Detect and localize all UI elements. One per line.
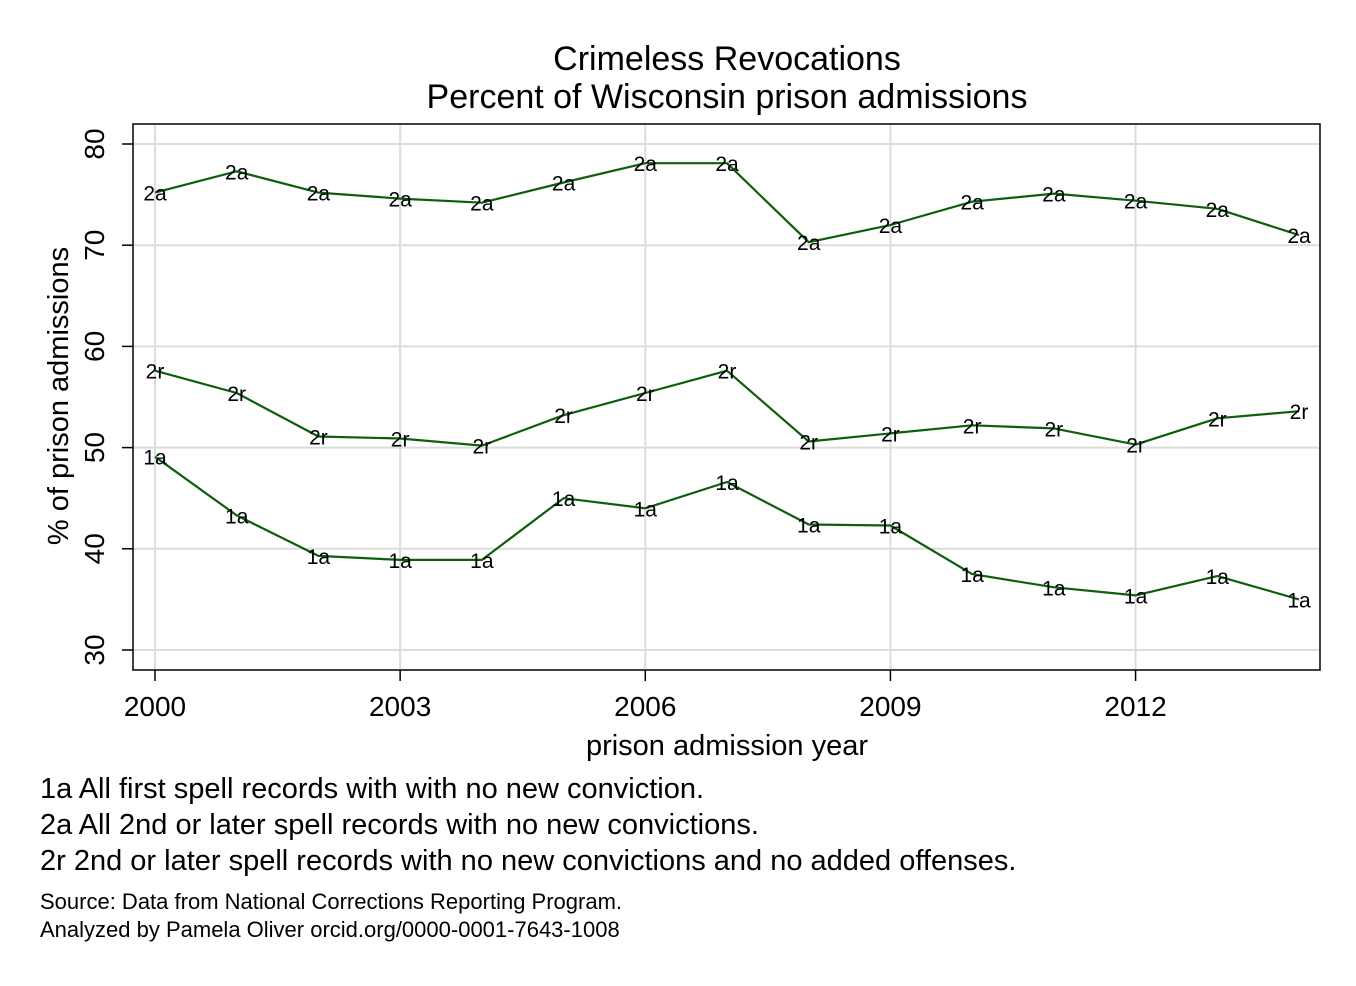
- series-2a: 2a 2a 2a 2a 2a 2a 2a 2a 2a 2a 2a 2a 2a 2a 2a: [143, 153, 1311, 255]
- point-label-1a: 1a: [960, 564, 984, 587]
- plot-area: [132, 123, 1321, 671]
- point-label-1a: 1a: [1042, 577, 1066, 600]
- point-label-2r: 2r: [554, 405, 573, 428]
- point-label-2a: 2a: [797, 232, 821, 255]
- point-label-2a: 2a: [143, 183, 167, 206]
- y-tick-label: 70: [79, 230, 110, 261]
- point-label-1a: 1a: [1287, 589, 1311, 612]
- point-label-2r: 2r: [473, 436, 492, 459]
- point-label-1a: 1a: [307, 546, 331, 569]
- point-label-1a: 1a: [634, 498, 658, 521]
- point-label-1a: 1a: [470, 550, 494, 573]
- point-label-1a: 1a: [225, 505, 249, 528]
- point-label-2r: 2r: [227, 383, 246, 406]
- chart-subtitle: Percent of Wisconsin prison admissions: [427, 78, 1028, 116]
- point-label-2a: 2a: [1287, 225, 1311, 248]
- series-line-1a: [154, 455, 1300, 601]
- point-label-2r: 2r: [1208, 408, 1227, 431]
- x-tick-label: 2009: [859, 691, 921, 722]
- point-label-2r: 2r: [963, 415, 982, 438]
- point-label-2r: 2r: [881, 423, 900, 446]
- point-label-1a: 1a: [879, 516, 903, 539]
- point-label-1a: 1a: [1206, 566, 1230, 589]
- point-label-2r: 2r: [1045, 418, 1064, 441]
- grid-lines: [134, 125, 1319, 669]
- point-label-2r: 2r: [718, 361, 737, 384]
- point-label-2r: 2r: [1126, 435, 1145, 458]
- point-label-2a: 2a: [552, 172, 576, 195]
- x-axis: 2000 2003 2006 2009 2012: [124, 670, 1167, 722]
- point-label-1a: 1a: [552, 488, 576, 511]
- point-label-2r: 2r: [391, 428, 410, 451]
- point-label-2r: 2r: [636, 383, 655, 406]
- point-label-2a: 2a: [388, 189, 412, 212]
- note-2r: 2r 2nd or later spell records with no ne…: [40, 845, 1017, 877]
- point-label-2a: 2a: [307, 183, 331, 206]
- y-tick-label: 40: [79, 533, 110, 564]
- source-line-2: Analyzed by Pamela Oliver orcid.org/0000…: [40, 917, 620, 942]
- point-label-2r: 2r: [799, 432, 818, 455]
- point-label-1a: 1a: [797, 515, 821, 538]
- point-label-1a: 1a: [715, 472, 739, 495]
- point-label-2a: 2a: [715, 153, 739, 176]
- series-1a: 1a 1a 1a 1a 1a 1a 1a 1a 1a 1a 1a 1a 1a 1a 1a: [143, 447, 1311, 613]
- y-tick-label: 80: [79, 128, 110, 159]
- point-label-2a: 2a: [1042, 184, 1066, 207]
- point-label-2a: 2a: [470, 193, 494, 216]
- x-tick-label: 2000: [124, 691, 186, 722]
- y-tick-label: 30: [79, 634, 110, 665]
- source-line-1: Source: Data from National Corrections R…: [40, 889, 623, 914]
- point-label-2r: 2r: [1290, 401, 1309, 424]
- chart-title: Crimeless Revocations: [553, 40, 901, 78]
- y-tick-label: 50: [79, 432, 110, 463]
- series-2r: 2r 2r 2r 2r 2r 2r 2r 2r 2r 2r 2r 2r 2r 2r 2r: [146, 361, 1309, 459]
- y-axis: 30 40 50 60 70 80: [79, 128, 133, 666]
- point-label-1a: 1a: [1124, 585, 1148, 608]
- point-label-2a: 2a: [225, 161, 249, 184]
- series-line-2r: [154, 369, 1300, 447]
- point-label-2a: 2a: [1206, 199, 1230, 222]
- point-label-2a: 2a: [879, 215, 903, 238]
- y-tick-label: 60: [79, 331, 110, 362]
- point-label-2a: 2a: [634, 153, 658, 176]
- point-label-2a: 2a: [960, 192, 984, 215]
- point-label-2a: 2a: [1124, 191, 1148, 214]
- point-label-2r: 2r: [146, 361, 165, 384]
- point-label-2r: 2r: [309, 426, 328, 449]
- x-tick-label: 2012: [1104, 691, 1166, 722]
- series-line-2a: [154, 162, 1300, 244]
- x-tick-label: 2003: [369, 691, 431, 722]
- note-1a: 1a All first spell records with with no …: [40, 773, 705, 805]
- y-axis-title: % of prison admissions: [43, 247, 75, 545]
- note-2a: 2a All 2nd or later spell records with n…: [40, 809, 759, 841]
- x-tick-label: 2006: [614, 691, 676, 722]
- point-label-1a: 1a: [388, 550, 412, 573]
- point-label-1a: 1a: [143, 447, 167, 470]
- x-axis-title: prison admission year: [586, 730, 868, 762]
